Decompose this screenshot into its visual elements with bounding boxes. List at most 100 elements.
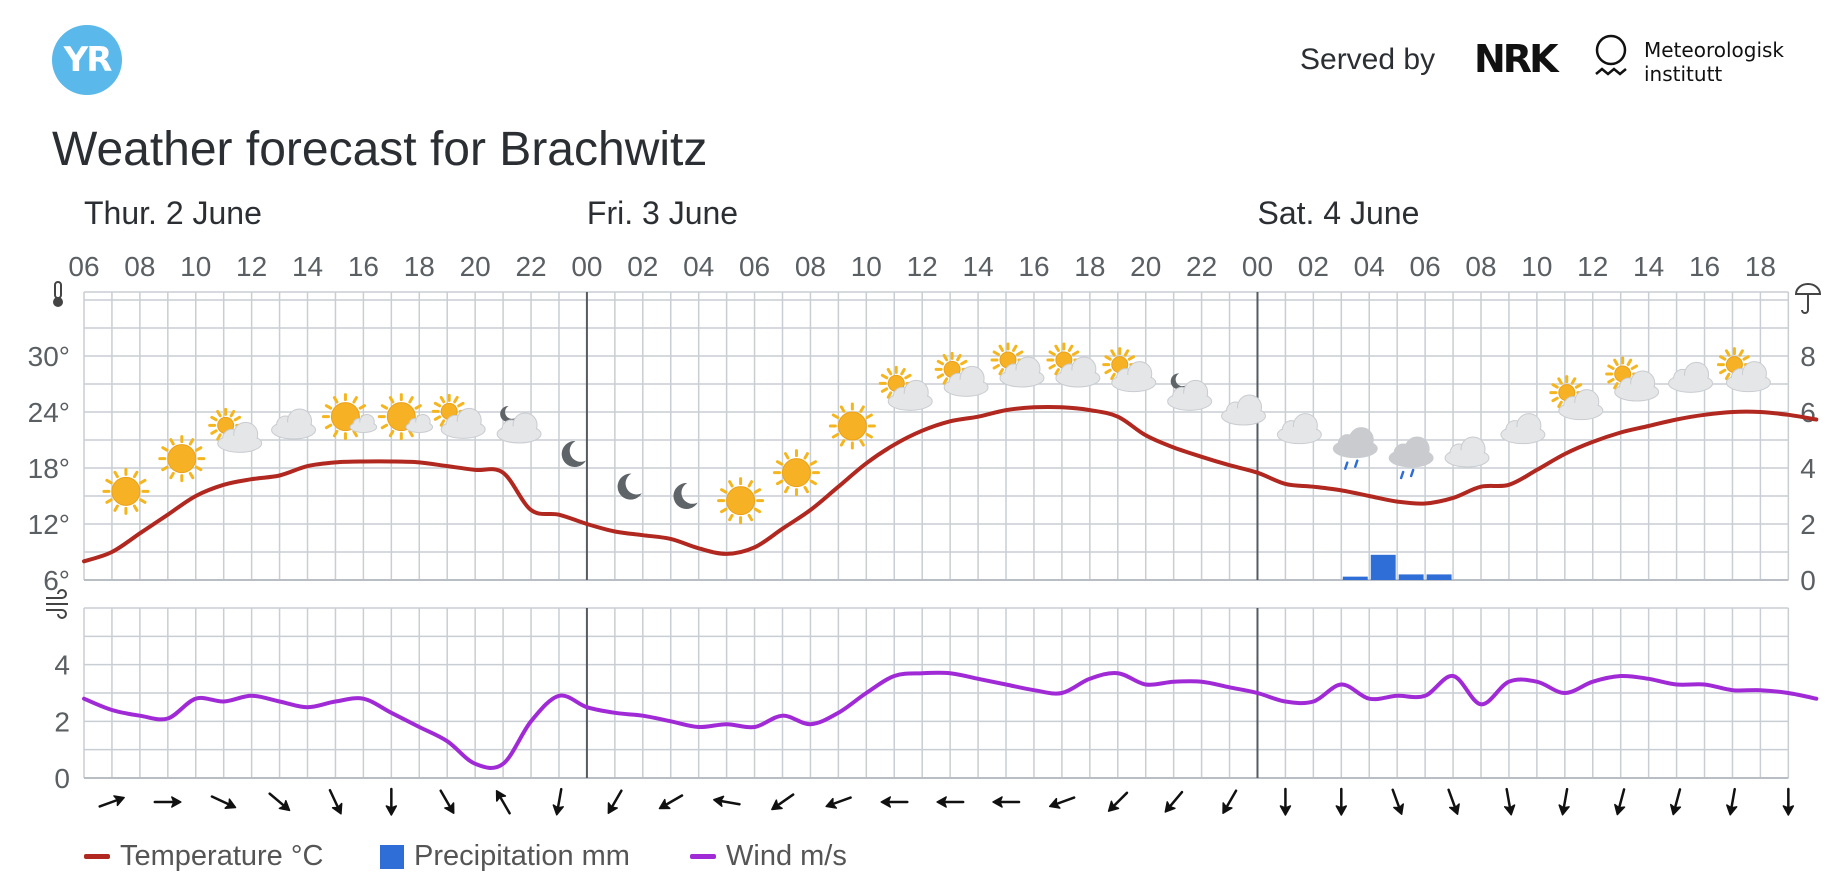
met-line2: institutt [1644,62,1723,86]
precip-bar-0 [1342,576,1368,580]
weather-partly-cloudy-day-icon [1605,356,1660,402]
hour-label-14: 10 [851,251,882,282]
hour-label-7: 20 [460,251,491,282]
wind-arrow-icon [825,796,852,809]
day-labels: Thur. 2 June Fri. 3 June Sat. 4 June [84,195,1419,231]
met-logo-icon [1595,34,1627,76]
hour-label-27: 12 [1577,251,1608,282]
temperature-line [82,405,1819,564]
hour-label-24: 06 [1410,251,1441,282]
wind-arrow-icon [880,796,909,808]
wind-arrow-icon [1503,787,1516,816]
wind-arrow-icon [153,796,182,808]
legend-wind-swatch [690,854,716,859]
weather-cloud-icon [1668,361,1714,393]
hour-label-9: 00 [571,251,602,282]
hour-label-6: 18 [404,251,435,282]
weather-sun-icon [717,477,765,525]
hour-label-17: 16 [1018,251,1049,282]
wind-arrow-icon [1558,787,1570,816]
weather-fair-day-icon [321,393,378,441]
hour-label-29: 16 [1689,251,1720,282]
served-by-label: Served by [1300,43,1436,76]
wind-arrow-icon [385,787,398,816]
precip-tick-4: 8 [1800,341,1816,372]
wind-tick-1: 2 [54,706,70,737]
wind-grid [83,607,1790,779]
legend-temperature-swatch [84,854,110,859]
wind-arrow-icon [771,793,795,811]
weather-fair-day-icon [377,393,434,441]
wind-arrow-icon [328,788,343,815]
wind-arrow-icon [607,789,623,815]
wind-arrow-icon [1726,787,1738,816]
weather-sun-icon [102,467,150,515]
temp-tick-3: 24° [28,397,70,428]
page-title: Weather forecast for Brachwitz [52,123,708,176]
weather-light-rain-icon [1332,427,1378,470]
weather-light-rain-icon [1388,436,1434,480]
legend-precipitation-label: Precipitation mm [414,840,630,872]
hour-label-23: 04 [1354,251,1385,282]
legend-precipitation: Precipitation mm [380,840,630,873]
precip-bar-3 [1426,574,1452,580]
precip-tick-1: 2 [1800,509,1816,540]
nrk-logo: NRK [1474,37,1558,81]
umbrella-icon [1794,283,1822,314]
precip-bar-2 [1398,574,1424,580]
weather-sun-icon [158,435,206,483]
legend-wind-label: Wind m/s [726,840,847,872]
hour-label-1: 08 [124,251,155,282]
wind-icon [46,589,68,619]
hour-labels: 06 08 10 12 14 16 18 20 22 00 02 04 06 08 10 12 14 16 18 20… [68,251,1776,282]
precipitation-bars [1342,554,1452,580]
wind-line [82,670,1819,770]
hour-label-13: 08 [795,251,826,282]
weather-sun-icon [828,402,876,450]
hour-label-8: 22 [515,251,546,282]
weather-partly-cloudy-day-icon [1046,342,1101,388]
wind-direction-arrows [98,787,1795,816]
weather-partly-cloudy-day-icon [431,393,486,439]
wind-arrow-icon [1107,791,1129,812]
hour-label-11: 04 [683,251,714,282]
hour-label-19: 20 [1130,251,1161,282]
wind-arrow-icon [713,795,741,807]
hour-label-26: 10 [1521,251,1552,282]
wind-tick-0: 0 [54,763,70,794]
legend-precipitation-swatch [380,844,404,869]
weather-partly-cloudy-day-icon [208,407,263,453]
precip-bar-1 [1370,554,1396,580]
wind-arrow-icon [1335,787,1348,816]
weather-partly-cloudy-day-icon [934,351,989,397]
wind-arrow-icon [658,794,684,810]
wind-arrow-icon [495,789,511,815]
wind-arrow-icon [210,795,237,809]
hour-label-2: 10 [180,251,211,282]
precip-tick-0: 0 [1800,565,1816,596]
hour-label-28: 14 [1633,251,1664,282]
hour-label-22: 02 [1298,251,1329,282]
wind-arrow-icon [936,796,965,808]
wind-arrow-icon [552,787,564,816]
temp-tick-4: 30° [28,341,70,372]
legend-wind: Wind m/s [690,840,847,873]
weather-cloud-icon [1276,413,1322,445]
day-label-2: Sat. 4 June [1257,195,1419,231]
hour-label-3: 12 [236,251,267,282]
weather-partly-cloudy-night-icon [496,405,542,444]
legend-temperature-label: Temperature °C [120,840,324,872]
hour-label-5: 16 [348,251,379,282]
temperature-grid [83,291,1790,581]
temp-tick-2: 18° [28,453,70,484]
wind-tick-2: 4 [54,650,70,681]
axis-icons [46,281,1822,619]
wind-arrow-icon [439,789,455,815]
day-label-1: Fri. 3 June [587,195,738,231]
met-logo-text: Meteorologisk institutt [1644,38,1784,86]
hour-label-4: 14 [292,251,323,282]
forecast-chart: Thur. 2 June Fri. 3 June Sat. 4 June 06 08 1… [28,195,1822,816]
weather-symbols [102,342,1771,525]
hour-label-0: 06 [68,251,99,282]
